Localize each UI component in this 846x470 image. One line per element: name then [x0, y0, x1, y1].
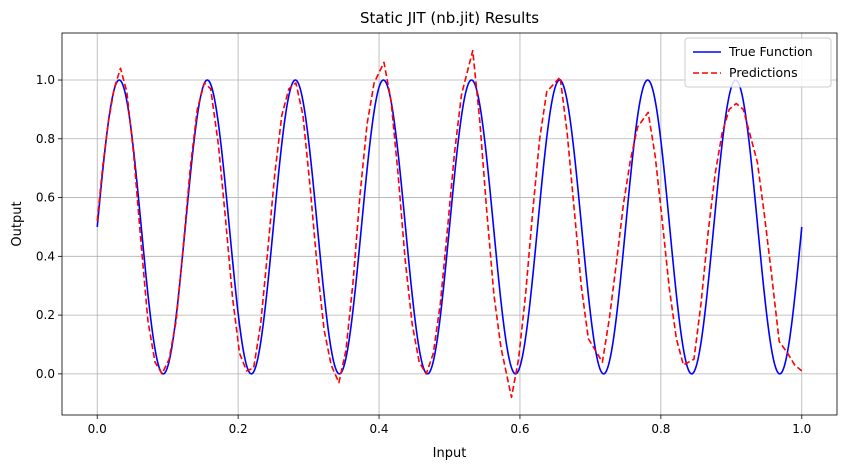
- series-line-true-function: [96, 79, 803, 375]
- x-tick-label: 0.4: [369, 422, 388, 436]
- y-tick-label: 0.4: [36, 249, 55, 263]
- y-tick-label: 0.0: [36, 367, 55, 381]
- y-tick-label: 0.6: [36, 191, 55, 205]
- legend-box: [684, 37, 832, 88]
- grid: [62, 33, 837, 415]
- x-tick-label: 0.0: [88, 422, 107, 436]
- legend-label-predictions: Predictions: [729, 65, 798, 80]
- x-axis-label: Input: [433, 446, 467, 461]
- axis-ticks: 0.0 0.2 0.4 0.6 0.8 1.0 0.0 0.2 0.4 0.6 0.8 1.0: [36, 73, 811, 436]
- chart-title: Static JIT (nb.jit) Results: [360, 9, 539, 27]
- x-tick-label: 1.0: [792, 422, 811, 436]
- legend: True Function Predictions: [684, 37, 832, 88]
- plot-frame: [61, 32, 838, 416]
- y-axis-label: Output: [10, 201, 25, 246]
- plot-series: [96, 49, 803, 399]
- y-tick-label: 0.8: [36, 132, 55, 146]
- x-tick-label: 0.2: [229, 422, 248, 436]
- series-line-predictions: [96, 49, 803, 399]
- x-tick-label: 0.6: [510, 422, 529, 436]
- x-tick-label: 0.8: [651, 422, 670, 436]
- y-tick-label: 1.0: [36, 73, 55, 87]
- y-tick-label: 0.2: [36, 308, 55, 322]
- legend-label-true-function: True Function: [728, 44, 813, 59]
